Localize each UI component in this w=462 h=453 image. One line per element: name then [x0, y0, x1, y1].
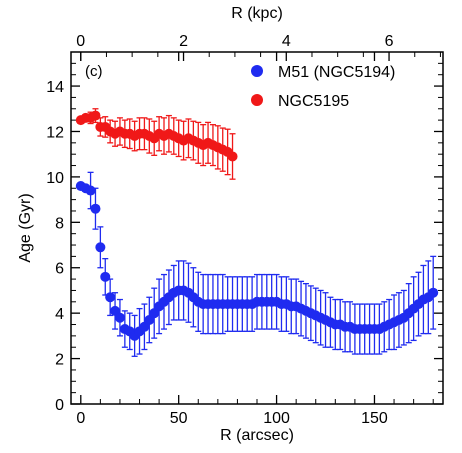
top-axis-title: R (kpc): [231, 5, 283, 22]
panel-label: (c): [85, 63, 103, 80]
x-tick-label: 150: [361, 410, 388, 427]
y-tick-label: 12: [46, 124, 64, 141]
x2-tick-label: 2: [179, 33, 188, 50]
y-tick-label: 4: [55, 306, 64, 323]
x-tick-label: 100: [263, 410, 290, 427]
x2-tick-label: 6: [385, 33, 394, 50]
x-tick-label: 0: [76, 410, 85, 427]
y-axis-title: Age (Gyr): [17, 193, 34, 262]
legend-label-m51: M51 (NGC5194): [278, 64, 395, 81]
point-m51: [100, 271, 111, 282]
legend-label-ngc5195: NGC5195: [278, 93, 349, 110]
point-ngc5195: [227, 151, 238, 162]
data-points: [75, 110, 439, 341]
y-tick-label: 10: [46, 170, 64, 187]
y-tick-label: 14: [46, 79, 64, 96]
point-m51: [105, 292, 116, 303]
y-tick-label: 2: [55, 352, 64, 369]
legend-marker-ngc5195: [251, 94, 263, 106]
tick-labels: 0 50 100 150 0 2 4 6 0 2 4 6 8 10 12 14: [46, 33, 393, 427]
legend-marker-m51: [251, 65, 263, 77]
point-m51: [85, 185, 96, 196]
point-m51: [428, 287, 439, 298]
axis-ticks: [71, 52, 443, 405]
point-m51: [90, 203, 101, 214]
legend: M51 (NGC5194) NGC5195: [251, 64, 395, 110]
x2-tick-label: 4: [282, 33, 291, 50]
x-tick-label: 50: [170, 410, 188, 427]
error-bars: [87, 108, 437, 357]
point-m51: [114, 312, 125, 323]
y-tick-label: 8: [55, 215, 64, 232]
y-tick-label: 6: [55, 261, 64, 278]
point-ngc5195: [90, 110, 101, 121]
y-tick-label: 0: [55, 397, 64, 414]
x2-tick-label: 0: [76, 33, 85, 50]
point-m51: [95, 242, 106, 253]
x-axis-title: R (arcsec): [220, 427, 294, 444]
